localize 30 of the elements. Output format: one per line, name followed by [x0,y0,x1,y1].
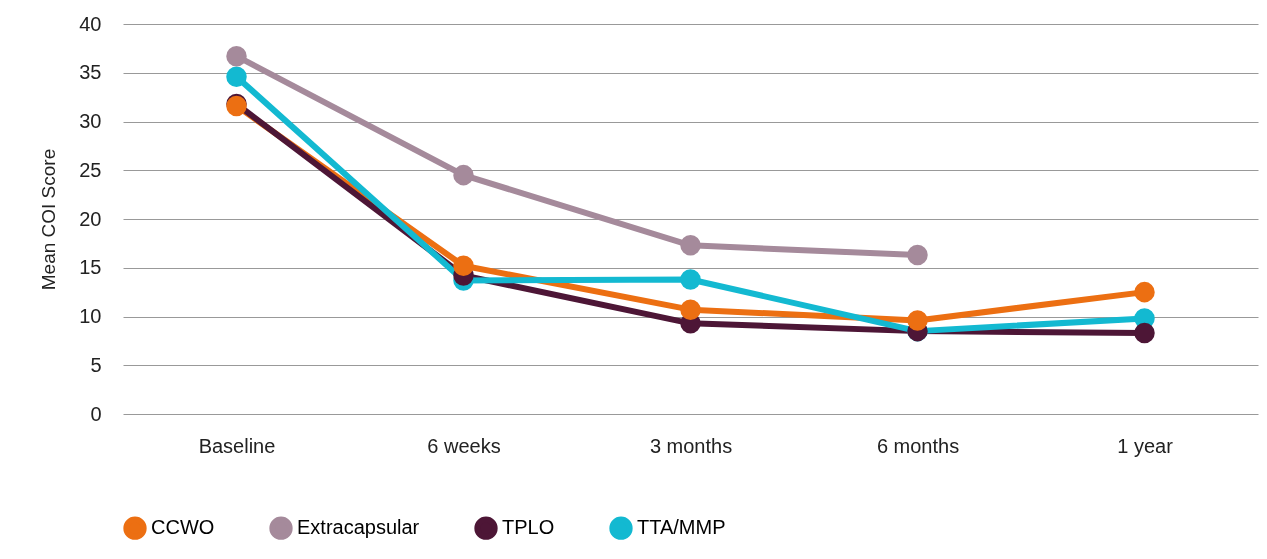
point [680,299,701,320]
y-tick-label: 10 [79,305,102,327]
point [680,235,701,256]
point [907,244,928,266]
legend-label: CCWO [151,516,215,539]
y-tick-label: 20 [79,207,102,230]
x-tick-label: 3 months [649,434,733,457]
point [453,255,474,277]
x-tick-label: Baseline [198,434,276,457]
y-tick-label: 25 [79,158,102,181]
y-axis-title: Mean COI Score [38,148,60,291]
y-tick-label: 30 [79,110,102,132]
y-tick-label: 40 [79,12,102,35]
legend-label: Extracapsular [297,516,420,539]
y-tick-label: 35 [79,61,102,84]
x-tick-label: 6 months [876,434,960,457]
point [907,310,928,331]
x-tick-label: 6 weeks [427,434,501,457]
y-tick-label: 15 [79,256,102,279]
legend-label: TTA/MMP [637,516,726,539]
x-tick-label: 1 year [1117,434,1174,457]
y-tick-label: 5 [90,353,102,376]
point [453,164,474,186]
point [680,269,701,290]
point [1134,281,1155,303]
point [226,45,247,67]
point [1134,322,1155,344]
point [226,66,247,87]
legend-label: TPLO [502,516,555,539]
y-tick-label: 0 [90,402,102,425]
